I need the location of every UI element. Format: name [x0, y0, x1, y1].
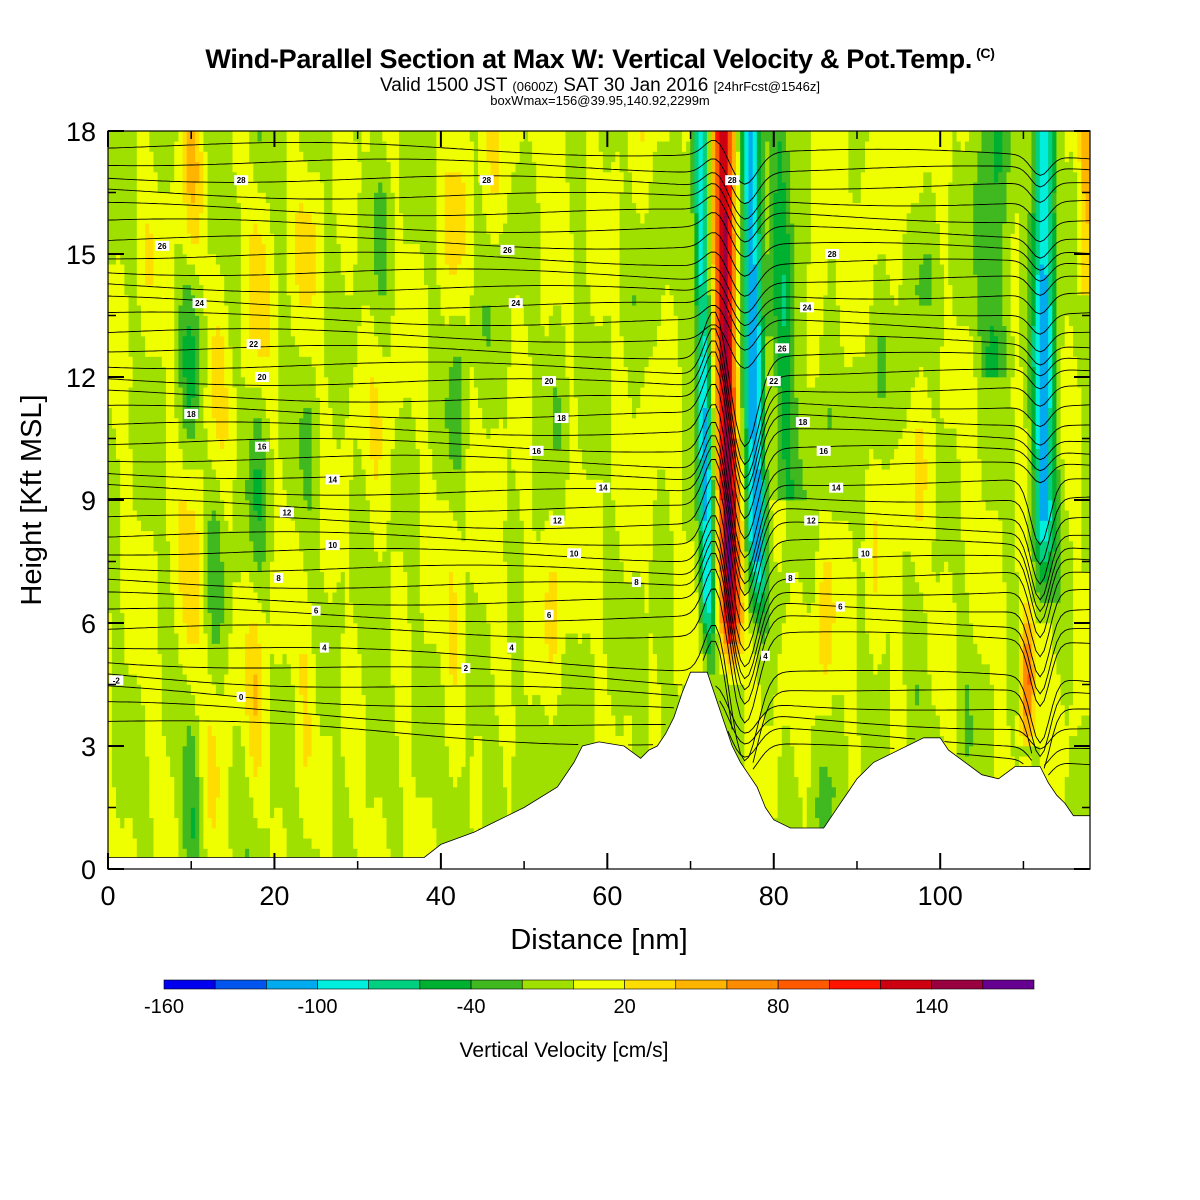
- y-axis-label: Height [Kft MSL]: [16, 394, 48, 605]
- y-tick-label: 18: [66, 117, 96, 147]
- colorbar-tick-label: 140: [915, 996, 948, 1018]
- isentrope-label: 24: [508, 298, 523, 309]
- isentrope-label: 18: [795, 417, 810, 428]
- y-tick-label: 15: [66, 240, 96, 270]
- isentrope-label: 20: [254, 372, 269, 382]
- chart-title-text: Wind-Parallel Section at Max W: Vertical…: [205, 44, 973, 74]
- x-tick-label: 80: [759, 881, 789, 911]
- copyright-mark: (C): [976, 45, 995, 61]
- isentrope-label: 16: [254, 441, 269, 452]
- isentrope-label: -2: [109, 675, 124, 686]
- colorbar-swatch: [777, 979, 830, 990]
- isentrope-label: 6: [544, 609, 554, 620]
- colorbar-swatch: [573, 979, 625, 990]
- valid-time: Valid 1500 JST: [380, 75, 508, 96]
- colorbar-swatch: [521, 979, 574, 990]
- isentrope-label: 26: [500, 244, 515, 255]
- y-tick-label: 12: [66, 363, 96, 393]
- isentrope-label: 10: [858, 548, 873, 559]
- isentrope-label: 24: [800, 302, 815, 313]
- isentrope-label: 4: [319, 642, 329, 653]
- isentrope-label: 26: [775, 343, 790, 354]
- colorbar-swatch: [931, 979, 984, 990]
- isentrope-label: 26: [155, 240, 170, 251]
- y-tick-label: 9: [81, 486, 96, 516]
- x-tick-label: 60: [592, 881, 622, 911]
- colorbar-label: Vertical Velocity [cm/s]: [460, 1039, 669, 1062]
- colorbar-swatch: [368, 979, 421, 990]
- y-tick-label: 3: [81, 732, 96, 762]
- isentrope-label: 8: [274, 572, 284, 583]
- colorbar-swatch: [470, 979, 523, 990]
- isentrope-label: 20: [542, 376, 557, 387]
- x-axis-label: Distance [nm]: [510, 924, 687, 956]
- isentrope-label: 28: [234, 175, 249, 186]
- colorbar: -160 -100 -40 20 80 140: [144, 979, 1035, 1018]
- isentrope-label: 14: [596, 482, 611, 493]
- colorbar-swatch: [266, 979, 318, 990]
- isentrope-label: 14: [325, 474, 340, 485]
- isentrope-label: 2: [461, 663, 471, 674]
- colorbar-swatch: [419, 979, 472, 990]
- x-tick-label: 20: [259, 881, 289, 911]
- x-tick-label: 0: [100, 881, 115, 911]
- colorbar-tick-label: 80: [767, 996, 789, 1018]
- isentrope-label: 24: [192, 298, 207, 309]
- isentrope-label: 28: [479, 175, 494, 186]
- isentrope-label: 18: [184, 408, 199, 419]
- chart-subtitle: Valid 1500 JST (0600Z) SAT 30 Jan 2016 […: [0, 75, 1200, 97]
- valid-date: SAT 30 Jan 2016: [563, 75, 709, 96]
- isentrope-label: 14: [829, 482, 844, 493]
- terrain-mask: [107, 671, 1091, 870]
- isentrope-label: 12: [279, 507, 294, 518]
- isentrope-label: 12: [804, 515, 819, 526]
- isentrope-label: 22: [766, 376, 781, 387]
- chart-title: Wind-Parallel Section at Max W: Vertical…: [0, 44, 1200, 75]
- isentrope-label: 4: [507, 642, 517, 653]
- colorbar-swatch: [624, 979, 677, 990]
- y-tick-label: 0: [81, 855, 96, 885]
- isentrope-label: 6: [311, 605, 321, 616]
- colorbar-swatch: [675, 979, 728, 990]
- isentrope-label: 10: [325, 540, 340, 551]
- isentrope-label: 4: [760, 650, 770, 661]
- isentrope-label: 8: [631, 577, 641, 587]
- x-tick-label: 40: [426, 881, 456, 911]
- colorbar-tick-label: -160: [144, 996, 184, 1018]
- isentrope-label: 22: [246, 339, 261, 350]
- colorbar-swatch: [828, 979, 881, 990]
- colorbar-swatch: [163, 979, 216, 990]
- isentrope-label: 16: [529, 445, 544, 456]
- isentrope-label: 0: [236, 691, 246, 702]
- colorbar-swatch: [880, 979, 932, 990]
- isentropes: [108, 140, 1090, 776]
- colorbar-swatch: [726, 979, 779, 990]
- isentrope-label: 12: [550, 515, 565, 526]
- isentrope-label: 10: [567, 548, 582, 559]
- valid-utc: (0600Z): [512, 79, 558, 94]
- isentrope-label: 16: [816, 445, 831, 456]
- isentrope-label: 28: [725, 175, 740, 186]
- isentrope-label: 8: [785, 572, 795, 583]
- colorbar-tick-label: -100: [298, 996, 338, 1018]
- box-info: boxWmax=156@39.95,140.92,2299m: [490, 93, 710, 108]
- isentrope-label: 28: [825, 249, 840, 259]
- colorbar-swatch: [317, 979, 370, 990]
- colorbar-swatch: [214, 979, 267, 990]
- colorbar-tick-label: 20: [613, 996, 635, 1018]
- forecast-info: [24hrFcst@1546z]: [713, 79, 820, 94]
- colorbar-swatch: [982, 979, 1035, 990]
- isentrope-label: 6: [835, 601, 845, 612]
- x-tick-label: 100: [918, 881, 963, 911]
- isentrope-label: 18: [554, 413, 569, 423]
- y-tick-label: 6: [81, 609, 96, 639]
- colorbar-tick-label: -40: [457, 996, 486, 1018]
